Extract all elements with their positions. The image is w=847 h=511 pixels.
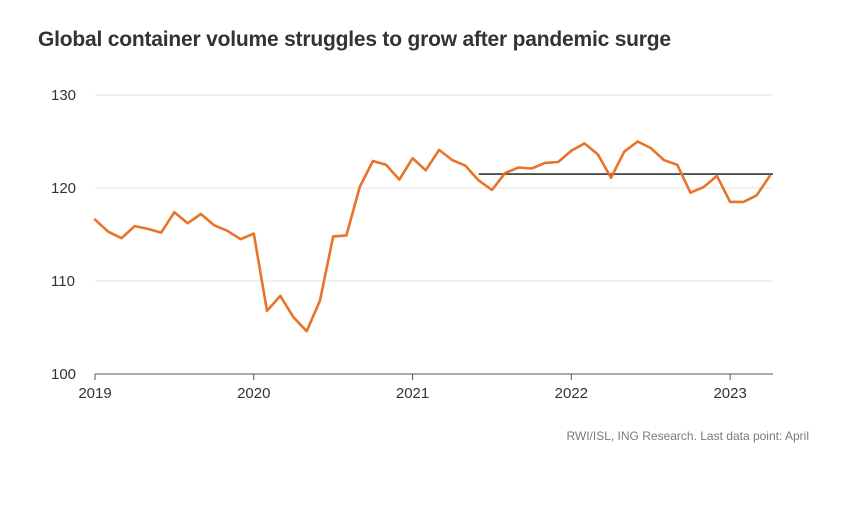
x-tick-label-2020: 2020 — [237, 385, 270, 402]
chart-title: Global container volume struggles to gro… — [38, 28, 671, 51]
y-axis-ticks: 100 110 120 130 — [51, 87, 76, 383]
y-tick-label-100: 100 — [51, 366, 76, 383]
series-layer — [93, 140, 772, 333]
gridlines — [95, 94, 773, 375]
y-tick-label-130: 130 — [51, 87, 76, 104]
series-line — [93, 140, 772, 333]
x-tick-label-2021: 2021 — [396, 385, 429, 402]
x-tick-label-2023: 2023 — [713, 385, 746, 402]
x-axis-ticks: 2019 2020 2021 2022 2023 — [78, 374, 747, 402]
x-tick-label-2019: 2019 — [78, 385, 111, 402]
y-tick-label-110: 110 — [51, 273, 75, 290]
source-note: RWI/ISL, ING Research. Last data point: … — [566, 429, 809, 443]
x-tick-label-2022: 2022 — [555, 385, 588, 402]
y-tick-label-120: 120 — [51, 180, 76, 197]
